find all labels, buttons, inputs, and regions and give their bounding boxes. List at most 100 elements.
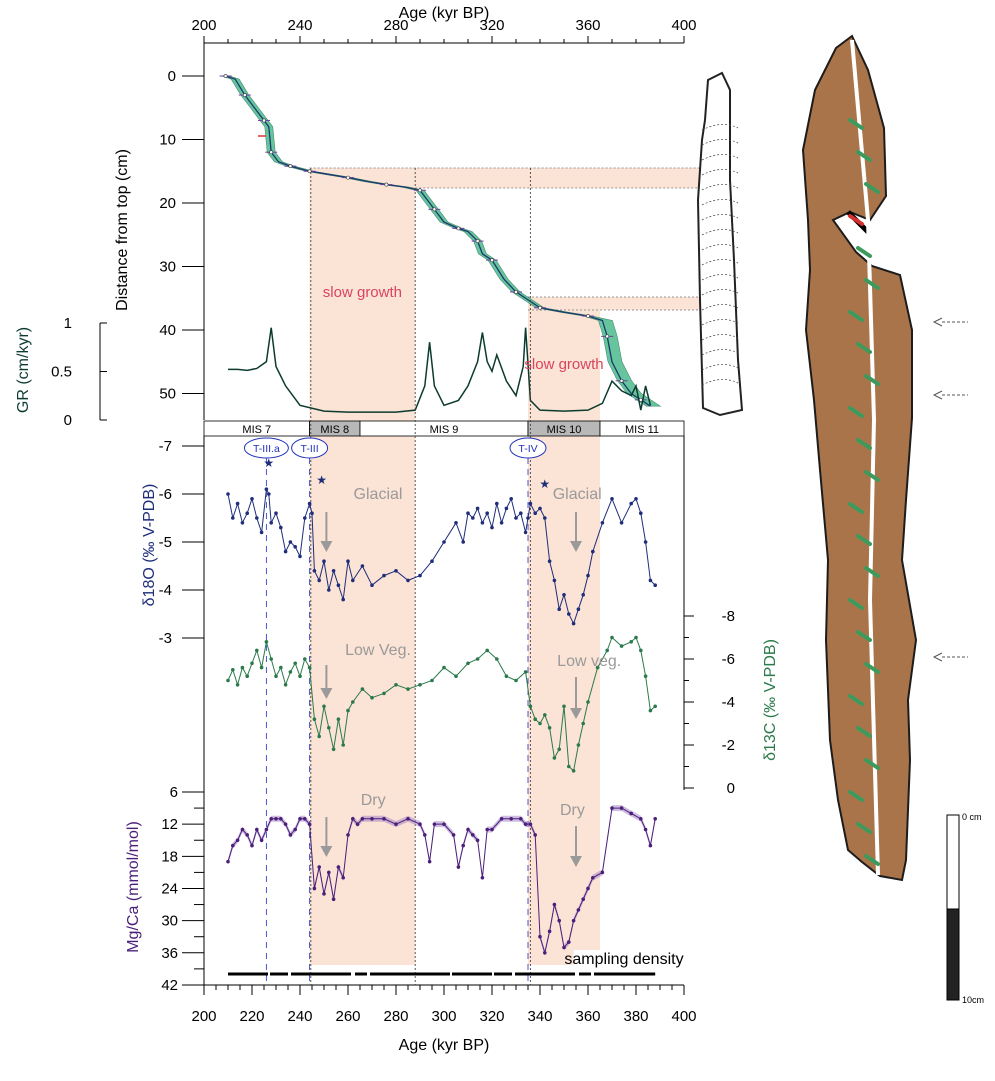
d18o-point [307, 501, 312, 506]
scale-bar-top-label: 0 cm [962, 812, 982, 822]
d13c-point [504, 674, 509, 678]
mgca-point [471, 833, 475, 837]
d13c-point [418, 683, 422, 687]
mgca-point [547, 929, 552, 934]
d18o-tick-label: -4 [159, 582, 172, 599]
d13c-point [586, 700, 590, 704]
sample-track [864, 278, 880, 290]
bottom-tick-label: 200 [191, 1008, 216, 1025]
top-tick-label: 320 [479, 17, 504, 34]
mgca-point [240, 827, 245, 832]
age-model-point [452, 226, 465, 231]
d13c-point [298, 674, 302, 678]
d18o-point [571, 621, 576, 626]
d13c-point [648, 708, 653, 713]
mgca-point [331, 897, 336, 901]
d13c-point [485, 648, 490, 653]
d18o-point [298, 554, 302, 559]
d13c-point [274, 674, 278, 678]
growth-band-2 [528, 297, 710, 310]
d18o-point [331, 569, 336, 573]
stalagmite-photo [801, 34, 968, 882]
d18o-point [581, 593, 585, 597]
growth-band-1 [309, 168, 700, 188]
mgca-point [591, 875, 595, 880]
sample-track [864, 662, 880, 674]
d18o-point [509, 497, 513, 501]
trend-label-4: Low veg. [557, 653, 621, 670]
d13c-point [288, 670, 293, 674]
d18o-point [495, 501, 499, 506]
mgca-point [288, 833, 293, 837]
d18o-point [288, 540, 293, 544]
age-model-point [534, 305, 546, 310]
mgca-point [442, 822, 446, 826]
mgca-point [336, 865, 341, 869]
mgca-axis-title: Mg/Ca (mmol/mol) [125, 821, 142, 953]
mgca-tick-label: 36 [161, 945, 178, 962]
age-point [605, 334, 610, 339]
top-tick-label: 400 [671, 17, 696, 34]
stalagmite-growth-axis [850, 39, 880, 876]
top-tick-label: 360 [575, 17, 600, 34]
d13c-point [327, 726, 331, 730]
d13c-point [552, 756, 557, 760]
mgca-point [298, 817, 302, 821]
mis-stage-5 [599, 420, 685, 437]
d18o-point [418, 573, 422, 578]
trend-label-3: Low Veg. [345, 642, 411, 659]
age-point [586, 314, 590, 318]
mgca-point [543, 951, 547, 955]
trend-label-6: Dry [560, 802, 585, 819]
d18o-point [526, 516, 530, 520]
d18o-point [382, 573, 386, 578]
gr-tick-label: 0 [64, 412, 72, 429]
sample-track [848, 598, 864, 610]
age-point [242, 93, 247, 97]
trend-arrow-head [320, 541, 333, 552]
mgca-point [269, 817, 274, 821]
mgca-point [279, 817, 283, 821]
bottom-tick-label: 260 [335, 1008, 360, 1025]
mgca-tick-label: 6 [170, 784, 178, 801]
termination-marker [509, 437, 547, 459]
d13c-point [226, 678, 230, 683]
d13c-point [394, 683, 398, 687]
d18o-point [267, 492, 271, 496]
termination-label: T-III [301, 443, 319, 455]
mgca-point [370, 817, 374, 821]
d18o-tick-label: -7 [159, 438, 172, 455]
d18o-tick-label: -3 [159, 630, 172, 647]
d13c-point [653, 704, 657, 709]
mgca-point [303, 817, 307, 821]
age-model-point [380, 182, 393, 187]
mgca-point [586, 886, 590, 891]
mgca-point [509, 817, 513, 821]
mgca-point [312, 886, 317, 891]
depth-tick-label: 40 [159, 322, 176, 339]
age-point [223, 74, 228, 78]
age-point [269, 150, 274, 155]
d13c-point [567, 764, 571, 769]
age-model-point [582, 314, 594, 318]
mgca-tick-label: 18 [161, 848, 178, 865]
sample-track [848, 502, 864, 514]
d13c-point [442, 665, 446, 670]
top-axis-title: Age (kyr BP) [399, 5, 490, 22]
d18o-point [557, 607, 561, 611]
age-point [475, 239, 480, 244]
d18o-point [336, 583, 341, 587]
depth-tick-label: 20 [159, 195, 176, 212]
mgca-tick-label: 12 [161, 816, 178, 833]
d18o-point [312, 569, 317, 573]
d18o-point [639, 511, 643, 515]
d18o-tick-label: -5 [159, 534, 172, 551]
d18o-point [293, 545, 298, 549]
age-model-point [219, 74, 232, 78]
depth-tick-label: 50 [159, 386, 176, 403]
d18o-point [562, 593, 566, 597]
age-model-envelope [221, 75, 662, 407]
d13c-point [538, 721, 542, 726]
d13c-point [581, 721, 585, 726]
sample-track [856, 150, 872, 162]
